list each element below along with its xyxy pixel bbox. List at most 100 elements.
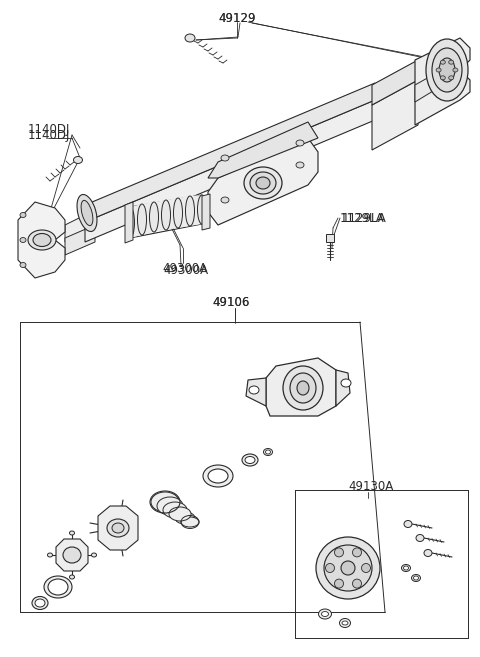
Polygon shape [372, 80, 418, 150]
Ellipse shape [296, 140, 304, 146]
Ellipse shape [426, 39, 468, 101]
Ellipse shape [249, 386, 259, 394]
Ellipse shape [33, 233, 51, 246]
Text: 1140DJ: 1140DJ [28, 129, 71, 141]
Polygon shape [246, 378, 266, 406]
Ellipse shape [137, 204, 146, 235]
Ellipse shape [432, 48, 462, 92]
Ellipse shape [449, 76, 454, 79]
Ellipse shape [208, 469, 228, 483]
Ellipse shape [173, 198, 182, 228]
Ellipse shape [48, 579, 68, 595]
Polygon shape [326, 234, 334, 242]
Ellipse shape [265, 450, 271, 454]
Ellipse shape [70, 575, 74, 579]
Ellipse shape [163, 502, 187, 518]
Ellipse shape [20, 237, 26, 242]
Polygon shape [130, 204, 142, 238]
Polygon shape [208, 138, 318, 225]
Ellipse shape [245, 457, 255, 463]
Ellipse shape [436, 68, 441, 72]
Ellipse shape [404, 566, 408, 570]
Polygon shape [415, 38, 470, 125]
Text: 49106: 49106 [212, 296, 250, 309]
Ellipse shape [44, 576, 72, 598]
Ellipse shape [197, 195, 206, 224]
Ellipse shape [244, 167, 282, 199]
Ellipse shape [161, 200, 170, 230]
Ellipse shape [424, 549, 432, 556]
Ellipse shape [401, 564, 410, 572]
Ellipse shape [319, 609, 332, 619]
Ellipse shape [404, 520, 412, 528]
Ellipse shape [181, 517, 199, 527]
Ellipse shape [28, 230, 56, 250]
Ellipse shape [185, 34, 195, 42]
Ellipse shape [77, 194, 97, 231]
Ellipse shape [221, 155, 229, 161]
Ellipse shape [73, 156, 83, 164]
Polygon shape [65, 210, 95, 242]
Ellipse shape [35, 599, 45, 607]
Ellipse shape [290, 373, 316, 403]
Ellipse shape [32, 597, 48, 610]
Ellipse shape [149, 202, 158, 232]
Ellipse shape [112, 523, 124, 533]
Ellipse shape [185, 196, 194, 226]
Ellipse shape [361, 564, 371, 572]
Ellipse shape [341, 561, 355, 575]
Polygon shape [85, 83, 375, 222]
Ellipse shape [250, 172, 276, 194]
Polygon shape [142, 202, 154, 235]
Polygon shape [336, 370, 350, 406]
Ellipse shape [175, 512, 195, 524]
Ellipse shape [264, 449, 273, 455]
Polygon shape [56, 539, 88, 571]
Polygon shape [98, 506, 138, 550]
Ellipse shape [440, 76, 445, 79]
Ellipse shape [440, 60, 445, 64]
Polygon shape [202, 194, 210, 230]
Polygon shape [18, 202, 65, 278]
Ellipse shape [342, 621, 348, 625]
Text: 49130A: 49130A [348, 480, 393, 493]
Text: 1140DJ: 1140DJ [28, 124, 71, 137]
Text: 49129: 49129 [218, 12, 255, 24]
Ellipse shape [283, 366, 323, 410]
Ellipse shape [81, 200, 93, 225]
Ellipse shape [48, 553, 52, 557]
Ellipse shape [316, 537, 380, 599]
Polygon shape [178, 196, 190, 228]
Ellipse shape [352, 548, 361, 557]
Polygon shape [154, 200, 166, 232]
Polygon shape [372, 60, 418, 105]
Polygon shape [125, 202, 133, 243]
Ellipse shape [322, 612, 328, 616]
Polygon shape [190, 195, 202, 226]
Ellipse shape [92, 553, 96, 557]
Text: 1129LA: 1129LA [340, 212, 385, 225]
Text: 49129: 49129 [218, 12, 255, 24]
Ellipse shape [169, 507, 191, 521]
Ellipse shape [221, 197, 229, 203]
Text: 49300A: 49300A [162, 261, 207, 275]
Ellipse shape [203, 465, 233, 487]
Ellipse shape [341, 379, 351, 387]
Ellipse shape [413, 576, 419, 580]
Ellipse shape [335, 579, 344, 588]
Ellipse shape [20, 263, 26, 267]
Ellipse shape [63, 547, 81, 563]
Polygon shape [208, 122, 318, 178]
Polygon shape [65, 225, 95, 255]
Ellipse shape [125, 207, 134, 238]
Ellipse shape [449, 60, 454, 64]
Ellipse shape [339, 618, 350, 627]
Text: 49300A: 49300A [163, 263, 208, 277]
Ellipse shape [335, 548, 344, 557]
Polygon shape [85, 100, 375, 242]
Ellipse shape [297, 381, 309, 395]
Ellipse shape [107, 519, 129, 537]
Polygon shape [415, 72, 438, 102]
Ellipse shape [352, 579, 361, 588]
Ellipse shape [411, 574, 420, 581]
